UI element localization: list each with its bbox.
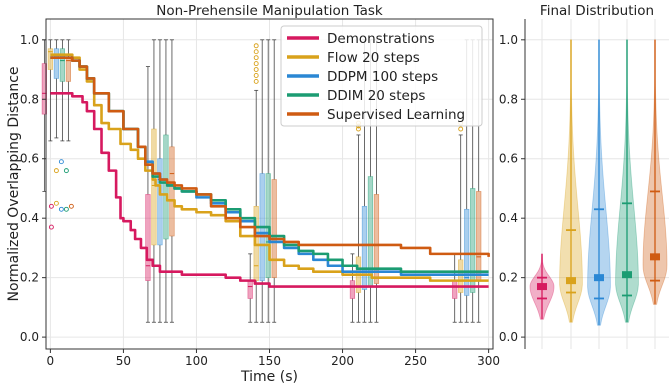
boxplot-flier bbox=[63, 168, 69, 174]
side-chart-title: Final Distribution bbox=[540, 3, 654, 19]
side-y-axis-ticks: 0.0 0.2 0.4 0.6 0.8 1.0 bbox=[499, 33, 525, 344]
boxplot-box bbox=[476, 191, 482, 281]
boxplot-box bbox=[464, 208, 470, 296]
legend-label: DDPM 100 steps bbox=[327, 69, 438, 85]
x-tick-label: 300 bbox=[477, 354, 500, 368]
y-tick-label: 0.6 bbox=[20, 152, 39, 166]
y-tick-label: 1.0 bbox=[20, 33, 39, 47]
violin-median bbox=[594, 274, 604, 282]
boxplot-flier bbox=[68, 203, 74, 209]
boxplot-flier bbox=[253, 49, 259, 55]
boxplot-box bbox=[47, 48, 53, 70]
boxplot-box bbox=[169, 146, 175, 237]
violin-median bbox=[537, 283, 547, 291]
legend-frame bbox=[280, 25, 483, 127]
y-tick-label: 0.8 bbox=[20, 92, 39, 106]
legend: Demonstrations Flow 20 steps DDPM 100 step… bbox=[280, 25, 483, 127]
boxplot-box bbox=[41, 63, 47, 115]
x-tick-label: 250 bbox=[404, 354, 427, 368]
boxplot-flier bbox=[253, 73, 259, 78]
y-tick-label: 0.2 bbox=[20, 271, 39, 285]
boxplot-flier bbox=[48, 203, 54, 209]
boxplot-box bbox=[145, 194, 151, 281]
boxplot-box bbox=[470, 188, 476, 293]
boxplot-flier bbox=[53, 168, 59, 174]
boxplot-flier bbox=[253, 55, 259, 61]
boxplot-flier bbox=[253, 61, 259, 67]
series-line bbox=[50, 56, 490, 257]
boxplot-flier bbox=[458, 126, 464, 132]
legend-label: Demonstrations bbox=[327, 31, 435, 47]
main-chart-title: Non-Prehensile Manipulation Task bbox=[156, 3, 383, 19]
boxplot-box bbox=[65, 57, 71, 82]
y-axis-ticks: 0.0 0.2 0.4 0.6 0.8 1.0 bbox=[20, 33, 46, 344]
violin-median bbox=[622, 271, 632, 279]
y-tick-label: 0.0 bbox=[20, 330, 39, 344]
boxplot-flier bbox=[356, 126, 361, 132]
boxplot-flier bbox=[58, 159, 64, 165]
boxplot-box bbox=[53, 48, 59, 79]
series-lines bbox=[50, 53, 490, 288]
boxplot-box bbox=[265, 173, 271, 278]
x-tick-label: 100 bbox=[185, 354, 208, 368]
boxplot-box bbox=[59, 48, 65, 82]
boxplot-box bbox=[361, 205, 368, 290]
side-y-tick-label: 0.2 bbox=[499, 271, 518, 285]
x-tick-label: 150 bbox=[258, 354, 281, 368]
boxplot-box bbox=[157, 158, 163, 246]
boxplot-box bbox=[452, 280, 458, 299]
main-chart-panel: 0 50 100 150 200 250 300 0.0 0.2 0.4 0.6 0.8 1.0 No… bbox=[6, 3, 500, 385]
x-tick-label: 0 bbox=[47, 354, 55, 368]
series-line bbox=[50, 53, 489, 282]
side-y-tick-label: 1.0 bbox=[499, 33, 518, 47]
violin-median bbox=[650, 253, 660, 261]
x-tick-label: 200 bbox=[331, 354, 354, 368]
legend-label: DDIM 20 steps bbox=[327, 88, 425, 104]
y-axis-label: Normalized Overlapping Distance bbox=[6, 66, 22, 301]
boxplot-box bbox=[271, 179, 277, 278]
boxplot-box bbox=[349, 280, 356, 299]
boxplot-box bbox=[373, 194, 380, 284]
boxplot-box bbox=[247, 280, 253, 299]
side-y-tick-label: 0.6 bbox=[499, 152, 518, 166]
boxplot-box bbox=[367, 176, 374, 287]
y-tick-label: 0.4 bbox=[20, 211, 39, 225]
violin-median bbox=[566, 277, 576, 285]
x-axis-ticks: 0 50 100 150 200 250 300 bbox=[47, 349, 500, 368]
series-line bbox=[50, 92, 489, 288]
side-y-tick-label: 0.0 bbox=[499, 330, 518, 344]
x-tick-label: 50 bbox=[116, 354, 131, 368]
legend-label: Supervised Learning bbox=[327, 107, 465, 123]
boxplot-flier bbox=[58, 206, 64, 212]
x-axis-label: Time (s) bbox=[240, 369, 298, 385]
boxplot-flier bbox=[53, 200, 59, 206]
boxplot-box bbox=[151, 128, 157, 246]
boxplot-box bbox=[458, 259, 464, 293]
boxplot-flier bbox=[253, 78, 259, 84]
boxplot-flier bbox=[253, 67, 259, 72]
legend-label: Flow 20 steps bbox=[327, 50, 420, 66]
side-y-tick-label: 0.4 bbox=[499, 211, 518, 225]
boxplot-flier bbox=[48, 224, 54, 230]
side-y-tick-label: 0.8 bbox=[499, 92, 518, 106]
final-distribution-panel: 0.0 0.2 0.4 0.6 0.8 1.0 Final Distribution bbox=[499, 3, 669, 349]
violins bbox=[529, 39, 668, 326]
boxplot-flier bbox=[63, 206, 69, 212]
boxplot-flier bbox=[253, 43, 259, 49]
boxplot-box bbox=[163, 134, 169, 240]
